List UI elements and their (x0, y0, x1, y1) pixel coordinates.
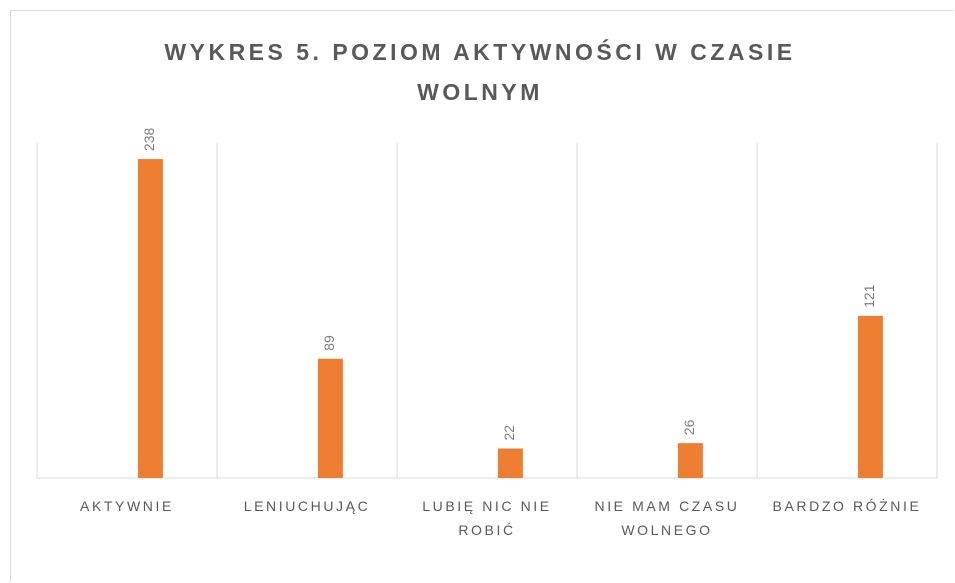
chart-frame (10, 10, 954, 582)
x-tick-label: LUBIĘ NIC NIE ROBIĆ (422, 498, 552, 538)
bar (497, 448, 523, 478)
bar (317, 358, 343, 478)
x-tick-label: LENIUCHUJĄC (243, 498, 371, 514)
data-label: 238 (141, 128, 157, 152)
data-label: 26 (681, 419, 697, 435)
data-label: 22 (501, 425, 517, 441)
bar (677, 443, 703, 478)
x-tick-label: NIE MAM CZASU WOLNEGO (594, 498, 740, 538)
data-label: 89 (321, 335, 337, 351)
x-tick-label: AKTYWNIE (80, 498, 174, 514)
bar (857, 315, 883, 478)
x-tick-label: BARDZO RÓŻNIE (772, 498, 922, 514)
data-label: 121 (861, 284, 877, 308)
bar (137, 159, 163, 478)
chart-title: WYKRES 5. POZIOM AKTYWNOŚCI W CZASIE WOL… (164, 39, 796, 105)
